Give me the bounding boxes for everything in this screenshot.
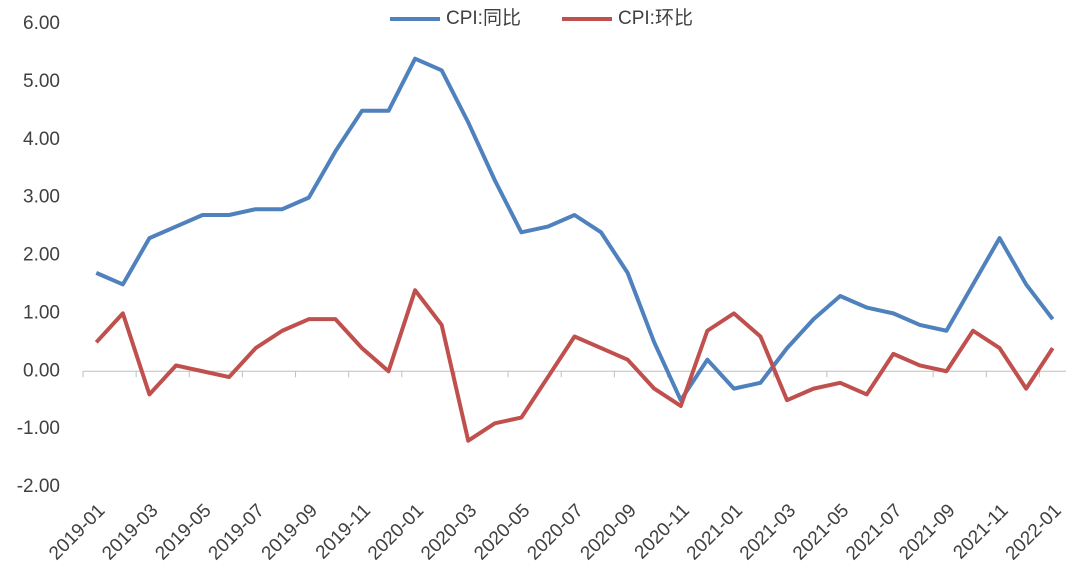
x-tick-label: 2020-01 <box>364 500 428 564</box>
y-tick-label: 2.00 <box>23 245 60 266</box>
y-tick-label: 1.00 <box>23 302 60 323</box>
x-tick-label: 2022-01 <box>1002 500 1066 564</box>
y-tick-label: -2.00 <box>17 476 60 497</box>
y-tick-label: 4.00 <box>23 129 60 150</box>
y-tick-label: -1.00 <box>17 418 60 439</box>
x-tick-label: 2019-03 <box>98 500 162 564</box>
x-tick-label: 2019-09 <box>258 500 322 564</box>
y-tick-label: 3.00 <box>23 187 60 208</box>
x-tick-label: 2019-01 <box>45 500 109 564</box>
x-tick-label: 2021-09 <box>895 500 959 564</box>
series-line <box>94 288 1055 443</box>
x-tick-label: 2020-09 <box>577 500 641 564</box>
y-tick-label: 6.00 <box>23 13 60 34</box>
x-tick-label: 2021-11 <box>949 500 1012 563</box>
x-tick-label: 2019-07 <box>205 500 269 564</box>
y-tick-label: 5.00 <box>23 71 60 92</box>
x-tick-label: 2020-07 <box>523 500 587 564</box>
x-tick-label: 2021-05 <box>789 500 853 564</box>
x-tick-label: 2021-03 <box>736 500 800 564</box>
x-tick-label: 2020-11 <box>631 500 694 563</box>
series-line <box>95 56 1055 403</box>
x-tick-label: 2019-11 <box>312 500 375 563</box>
legend-label: CPI:同比 <box>446 7 521 29</box>
x-tick-label: 2021-07 <box>842 500 906 564</box>
y-tick-label: 0.00 <box>23 360 60 381</box>
x-tick-label: 2021-01 <box>683 500 747 564</box>
legend-label: CPI:环比 <box>618 7 693 29</box>
x-tick-label: 2020-03 <box>417 500 481 564</box>
x-tick-label: 2020-05 <box>470 500 534 564</box>
x-tick-label: 2019-05 <box>151 500 215 564</box>
